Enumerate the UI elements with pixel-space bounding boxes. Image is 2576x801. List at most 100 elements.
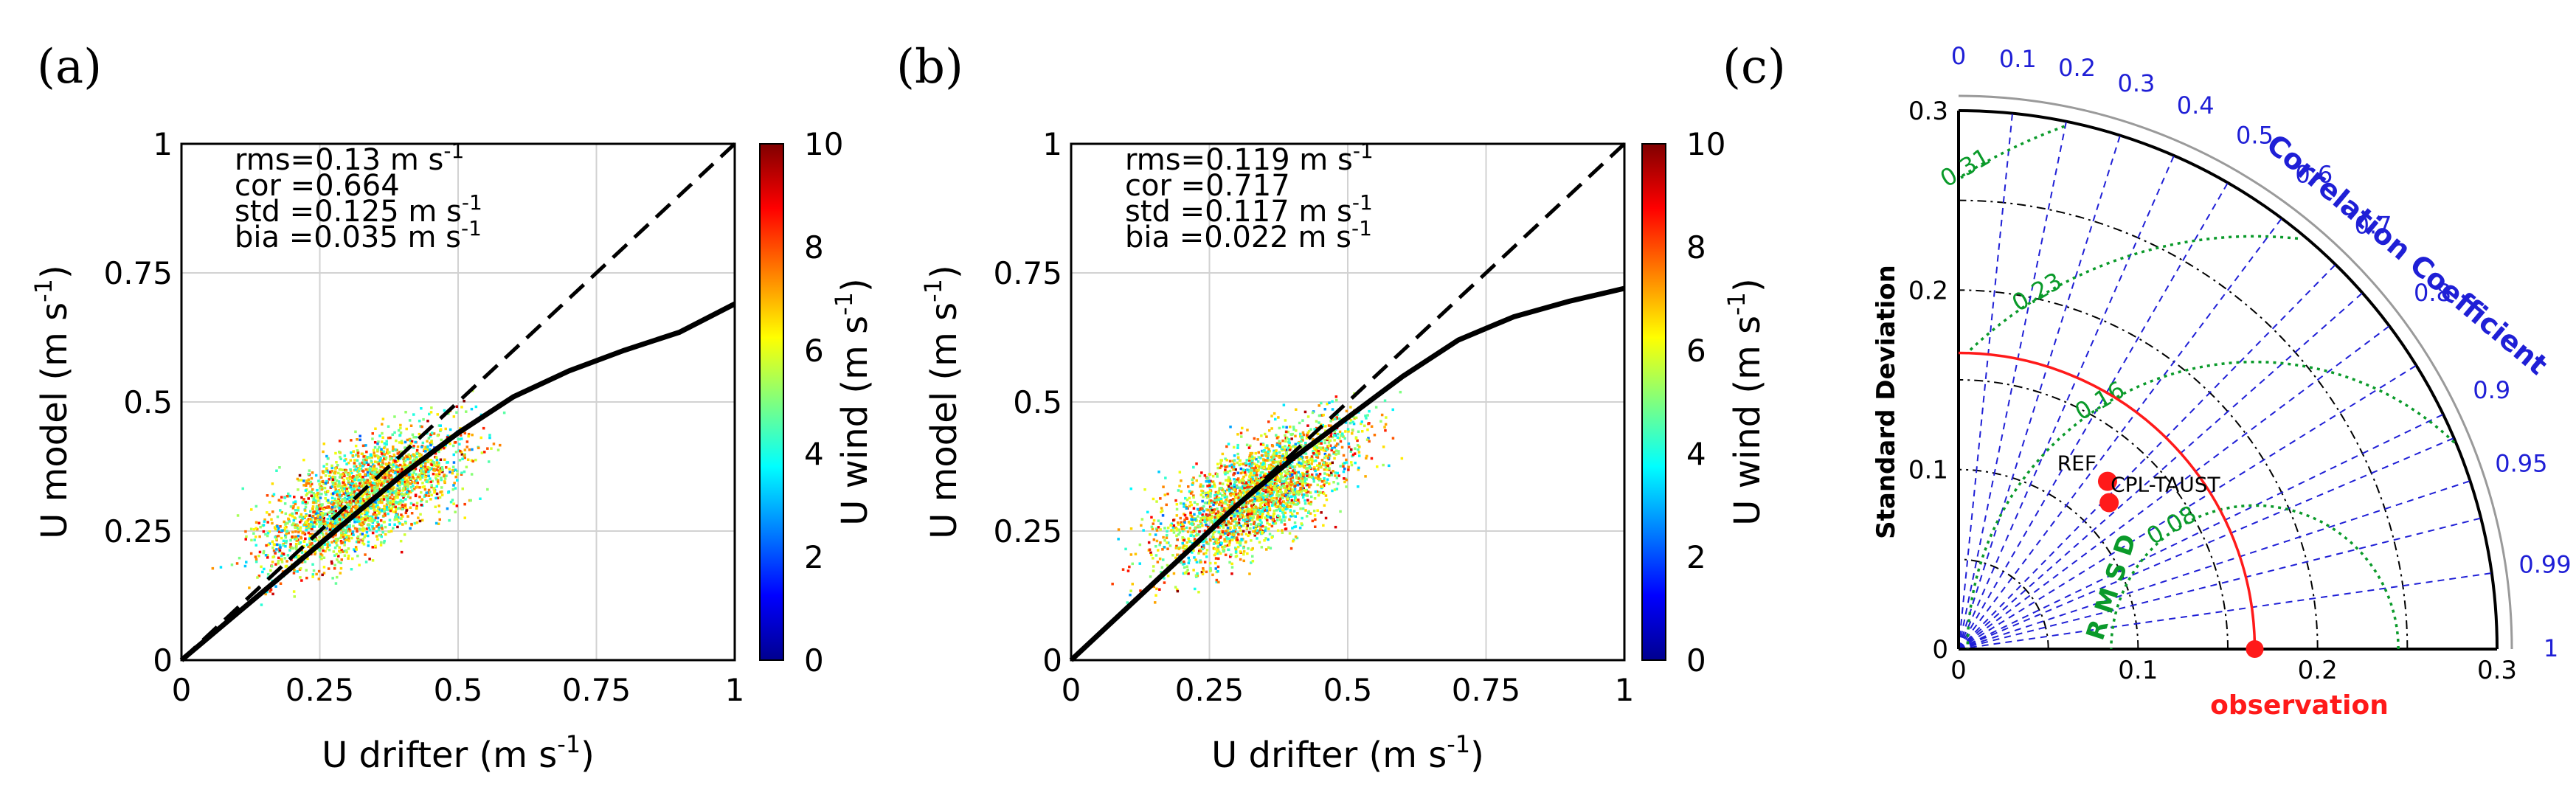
b-scatter-point (1211, 573, 1214, 577)
a-scatter-point (432, 432, 436, 435)
b-scatter-point (1316, 483, 1319, 487)
a-scatter-point (370, 507, 373, 510)
a-scatter-point (331, 478, 335, 481)
b-scatter-point (1285, 495, 1288, 499)
a-scatter-point (398, 463, 402, 467)
a-scatter-point (496, 448, 500, 451)
a-scatter-point (235, 562, 239, 565)
a-scatter-point (333, 564, 336, 566)
a-colorbar-tick-label: 6 (804, 333, 824, 369)
a-scatter-point (452, 453, 455, 457)
a-scatter-point (315, 522, 318, 526)
a-scatter-point (359, 496, 363, 500)
a-scatter-point (454, 510, 457, 513)
a-scatter-point (311, 505, 315, 508)
a-scatter-point (280, 554, 283, 558)
b-scatter-point (1189, 513, 1192, 517)
b-scatter-point (1364, 475, 1367, 478)
a-scatter-point (321, 515, 324, 519)
a-scatter-point (358, 564, 361, 566)
b-scatter-point (1283, 485, 1287, 488)
b-scatter-point (1327, 435, 1331, 439)
b-scatter-point (1351, 432, 1354, 435)
a-scatter-point (444, 427, 447, 431)
b-scatter-point (1336, 443, 1339, 445)
b-scatter-point (1302, 489, 1306, 492)
a-scatter-point (434, 473, 438, 476)
b-scatter-point (1305, 490, 1308, 494)
a-scatter-point (292, 519, 296, 522)
a-scatter-point (376, 486, 379, 490)
b-scatter-point (1349, 419, 1353, 422)
b-scatter-point (1250, 510, 1254, 513)
a-scatter-point (421, 519, 424, 522)
a-scatter-point (387, 468, 389, 471)
a-scatter-point (374, 544, 377, 548)
b-scatter-point (1124, 547, 1127, 551)
a-scatter-point (332, 550, 336, 553)
a-scatter-point (454, 475, 457, 479)
a-scatter-point (381, 463, 384, 466)
a-scatter-point (407, 476, 410, 479)
a-scatter-point (375, 473, 378, 476)
b-scatter-point (1294, 434, 1297, 437)
b-scatter-point (1221, 482, 1225, 485)
a-scatter-point (390, 469, 393, 473)
b-scatter-point (1226, 533, 1230, 536)
a-scatter-point (364, 444, 367, 447)
b-scatter-point (1192, 517, 1195, 520)
b-scatter-point (1358, 454, 1361, 457)
a-scatter-point (279, 546, 282, 549)
b-scatter-point (1216, 526, 1220, 529)
a-scatter-point (479, 436, 482, 440)
b-scatter-point (1272, 515, 1275, 518)
b-scatter-point (1337, 482, 1340, 485)
a-scatter-point (375, 471, 378, 474)
b-scatter-point (1332, 452, 1335, 455)
a-scatter-point (249, 552, 253, 555)
a-scatter-point (390, 457, 393, 460)
b-scatter-point (1283, 523, 1287, 526)
b-scatter-point (1182, 544, 1185, 547)
a-scatter-point (342, 485, 345, 488)
a-scatter-point (393, 523, 396, 526)
b-scatter-point (1276, 529, 1280, 533)
a-scatter-point (319, 485, 322, 488)
b-scatter-point (1366, 428, 1369, 431)
b-scatter-point (1264, 432, 1267, 436)
a-scatter-point (296, 524, 300, 527)
b-scatter-point (1292, 510, 1296, 513)
b-scatter-point (1273, 482, 1277, 485)
b-scatter-point (1234, 468, 1237, 471)
b-scatter-point (1233, 520, 1236, 523)
a-scatter-point (356, 449, 359, 452)
b-scatter-point (1160, 509, 1164, 513)
a-scatter-point (418, 432, 421, 436)
b-scatter-point (1234, 548, 1238, 551)
b-scatter-point (1215, 578, 1219, 582)
a-scatter-point (375, 479, 378, 482)
a-scatter-point (316, 519, 319, 521)
a-scatter-point (415, 507, 418, 510)
b-scatter-point (1213, 547, 1216, 551)
a-scatter-point (373, 464, 376, 468)
b-scatter-point (1314, 476, 1318, 479)
a-scatter-point (457, 437, 460, 441)
a-scatter-point (346, 503, 349, 507)
a-scatter-point (361, 476, 364, 479)
b-scatter-point (1278, 440, 1281, 443)
b-scatter-point (1162, 558, 1165, 561)
b-scatter-point (1323, 472, 1326, 475)
b-scatter-point (1217, 496, 1220, 500)
b-scatter-point (1289, 491, 1292, 495)
b-scatter-point (1267, 503, 1270, 506)
a-scatter-point (283, 520, 285, 524)
a-scatter-point (376, 455, 380, 458)
b-scatter-point (1247, 547, 1250, 550)
a-scatter-point (426, 468, 429, 471)
a-scatter-point (438, 496, 442, 499)
b-scatter-point (1335, 476, 1339, 479)
b-scatter-point (1228, 541, 1231, 544)
a-scatter-point (412, 488, 416, 490)
b-scatter-point (1365, 438, 1369, 441)
